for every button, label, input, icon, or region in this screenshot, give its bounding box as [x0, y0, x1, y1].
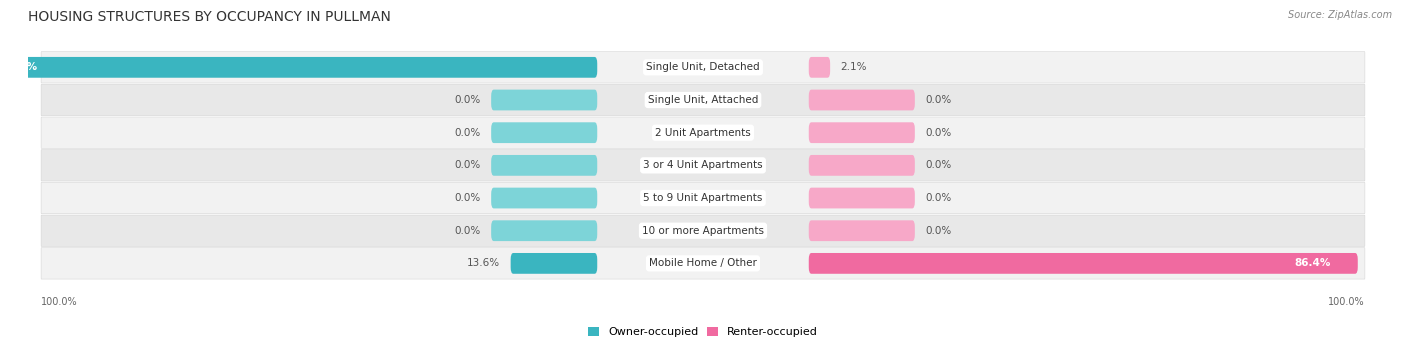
Text: 100.0%: 100.0%	[41, 297, 77, 307]
Text: 0.0%: 0.0%	[925, 128, 952, 138]
Text: HOUSING STRUCTURES BY OCCUPANCY IN PULLMAN: HOUSING STRUCTURES BY OCCUPANCY IN PULLM…	[28, 10, 391, 24]
Text: 0.0%: 0.0%	[454, 128, 481, 138]
Text: Mobile Home / Other: Mobile Home / Other	[650, 259, 756, 268]
FancyBboxPatch shape	[808, 253, 1358, 274]
Text: 5 to 9 Unit Apartments: 5 to 9 Unit Apartments	[644, 193, 762, 203]
Text: Single Unit, Attached: Single Unit, Attached	[648, 95, 758, 105]
Text: 0.0%: 0.0%	[454, 160, 481, 170]
FancyBboxPatch shape	[41, 215, 1365, 246]
FancyBboxPatch shape	[491, 188, 598, 208]
Text: 13.6%: 13.6%	[467, 259, 501, 268]
Text: 0.0%: 0.0%	[454, 193, 481, 203]
FancyBboxPatch shape	[491, 90, 598, 110]
FancyBboxPatch shape	[808, 122, 915, 143]
Text: 86.4%: 86.4%	[1295, 259, 1331, 268]
Text: Source: ZipAtlas.com: Source: ZipAtlas.com	[1288, 10, 1392, 20]
FancyBboxPatch shape	[41, 248, 1365, 279]
Text: 97.9%: 97.9%	[1, 62, 38, 72]
FancyBboxPatch shape	[808, 57, 830, 78]
FancyBboxPatch shape	[0, 57, 598, 78]
FancyBboxPatch shape	[808, 188, 915, 208]
FancyBboxPatch shape	[510, 253, 598, 274]
FancyBboxPatch shape	[41, 150, 1365, 181]
FancyBboxPatch shape	[808, 155, 915, 176]
FancyBboxPatch shape	[808, 220, 915, 241]
Text: 2.1%: 2.1%	[841, 62, 868, 72]
FancyBboxPatch shape	[808, 90, 915, 110]
FancyBboxPatch shape	[41, 182, 1365, 214]
Text: 0.0%: 0.0%	[454, 95, 481, 105]
Text: 0.0%: 0.0%	[925, 193, 952, 203]
Text: 0.0%: 0.0%	[454, 226, 481, 236]
Text: Single Unit, Detached: Single Unit, Detached	[647, 62, 759, 72]
Text: 3 or 4 Unit Apartments: 3 or 4 Unit Apartments	[643, 160, 763, 170]
FancyBboxPatch shape	[491, 122, 598, 143]
Text: 10 or more Apartments: 10 or more Apartments	[643, 226, 763, 236]
FancyBboxPatch shape	[41, 117, 1365, 148]
Text: 0.0%: 0.0%	[925, 160, 952, 170]
Text: 0.0%: 0.0%	[925, 226, 952, 236]
Text: 100.0%: 100.0%	[1329, 297, 1365, 307]
FancyBboxPatch shape	[491, 220, 598, 241]
FancyBboxPatch shape	[491, 155, 598, 176]
FancyBboxPatch shape	[41, 84, 1365, 116]
FancyBboxPatch shape	[41, 52, 1365, 83]
Legend: Owner-occupied, Renter-occupied: Owner-occupied, Renter-occupied	[583, 323, 823, 342]
Text: 2 Unit Apartments: 2 Unit Apartments	[655, 128, 751, 138]
Text: 0.0%: 0.0%	[925, 95, 952, 105]
